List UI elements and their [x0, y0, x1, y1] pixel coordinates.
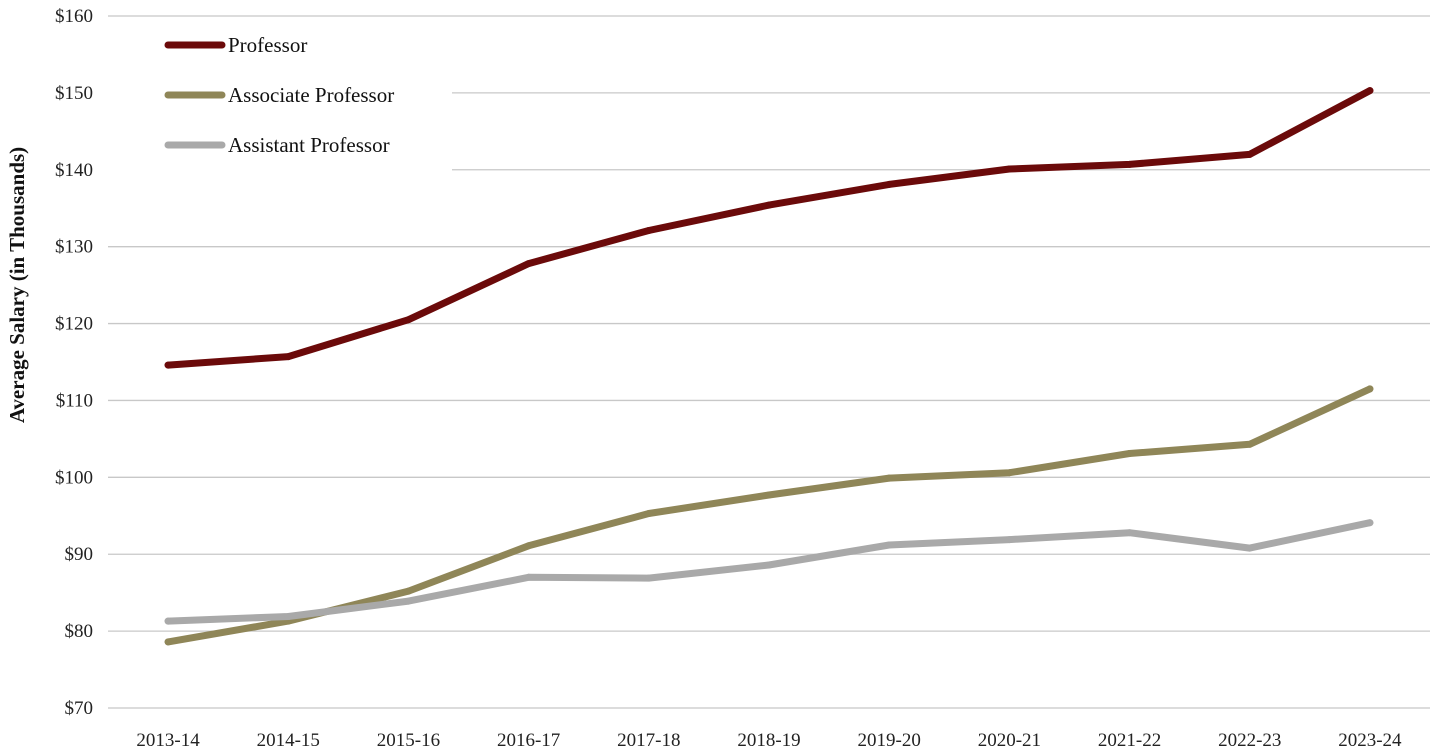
x-tick-label: 2020-21 [978, 730, 1041, 751]
data-point [645, 509, 653, 517]
series-line [164, 519, 1374, 625]
data-point [1126, 529, 1134, 537]
data-point [164, 638, 172, 646]
series-1 [164, 87, 1374, 369]
data-point [1366, 519, 1374, 527]
legend-item: Assistant Professor [164, 133, 390, 157]
legend-item: Professor [164, 33, 307, 57]
x-tick-label: 2013-14 [136, 730, 200, 751]
y-tick-label: $100 [55, 467, 93, 488]
y-tick-label: $160 [55, 6, 93, 27]
x-tick-label: 2014-15 [257, 730, 320, 751]
y-tick-label: $120 [55, 314, 93, 335]
data-point [1005, 165, 1013, 173]
data-point [1005, 536, 1013, 544]
y-tick-label: $140 [55, 160, 93, 181]
series-lines [164, 87, 1374, 646]
data-point [1126, 160, 1134, 168]
x-tick-label: 2023-24 [1338, 730, 1402, 751]
data-point [164, 361, 172, 369]
data-point [284, 613, 292, 621]
x-tick-label: 2021-22 [1098, 730, 1161, 751]
data-point [1126, 449, 1134, 457]
y-tick-label: $90 [65, 544, 94, 565]
data-point [765, 201, 773, 209]
data-point [1246, 440, 1254, 448]
x-tick-label: 2015-16 [377, 730, 440, 751]
data-point [765, 491, 773, 499]
data-point [525, 573, 533, 581]
data-point [404, 587, 412, 595]
data-point [1366, 385, 1374, 393]
data-point [765, 561, 773, 569]
y-tick-label: $80 [65, 621, 94, 642]
data-point [885, 180, 893, 188]
data-point [645, 227, 653, 235]
x-tick-label: 2017-18 [617, 730, 680, 751]
legend: Professor Associate Professor Assistant Pr… [164, 33, 394, 157]
y-tick-labels: $70 $80 $90 $100 $110 $120 $130 $140 $150 $160 [55, 6, 93, 719]
data-point [1246, 150, 1254, 158]
x-tick-label: 2019-20 [858, 730, 921, 751]
gridlines [108, 15, 1430, 709]
data-point [885, 541, 893, 549]
data-point [1366, 87, 1374, 95]
legend-label: Assistant Professor [228, 133, 390, 157]
legend-item: Associate Professor [164, 83, 394, 107]
y-tick-label: $70 [65, 698, 94, 719]
data-point [284, 353, 292, 361]
y-tick-label: $130 [55, 237, 93, 258]
data-point [1246, 544, 1254, 552]
data-point [885, 474, 893, 482]
legend-label: Professor [228, 33, 307, 57]
data-point [404, 597, 412, 605]
data-point [525, 260, 533, 268]
y-tick-label: $110 [56, 390, 93, 411]
data-point [164, 617, 172, 625]
x-tick-label: 2016-17 [497, 730, 560, 751]
series-3 [164, 519, 1374, 625]
y-tick-label: $150 [55, 83, 93, 104]
data-point [525, 542, 533, 550]
data-point [404, 316, 412, 324]
x-tick-labels: 2013-14 2014-15 2015-16 2016-17 2017-18 2018-… [136, 730, 1402, 751]
legend-label: Associate Professor [228, 83, 394, 107]
y-axis-title: Average Salary (in Thousands) [5, 147, 29, 423]
data-point [1005, 469, 1013, 477]
series-line [164, 385, 1374, 646]
data-point [645, 574, 653, 582]
x-tick-label: 2022-23 [1218, 730, 1281, 751]
x-tick-label: 2018-19 [737, 730, 800, 751]
